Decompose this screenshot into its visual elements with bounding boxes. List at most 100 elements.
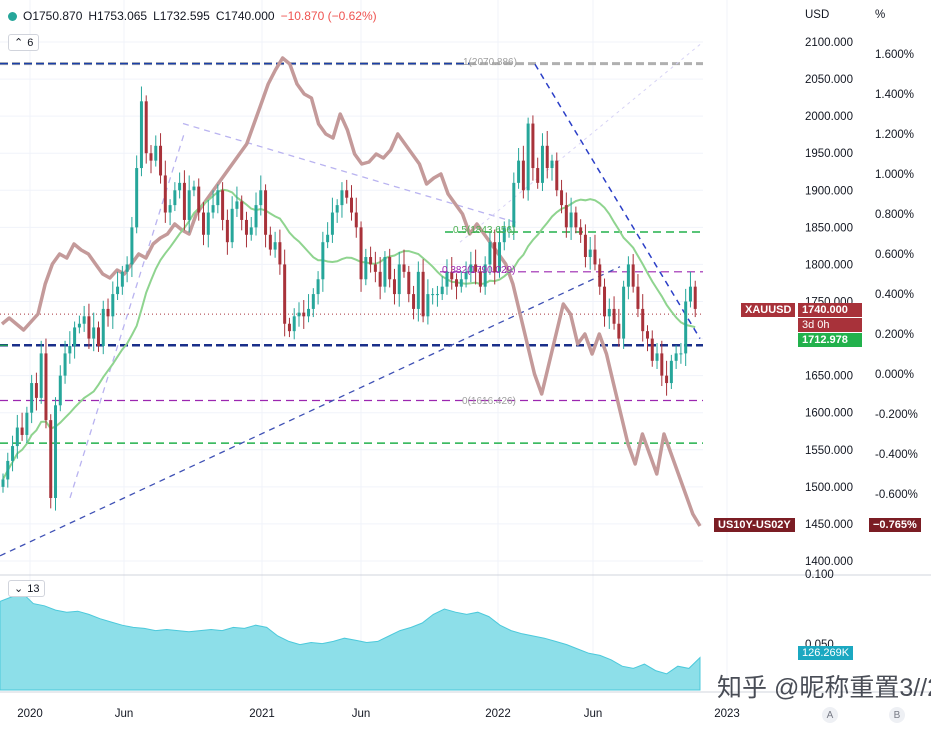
candle-body <box>259 190 263 206</box>
status-dot-icon <box>8 11 17 21</box>
candle-body <box>416 271 420 309</box>
candle-body <box>364 257 368 280</box>
candle-body <box>206 212 210 235</box>
candle-body <box>631 264 635 287</box>
candle-body <box>665 375 669 384</box>
candle-body <box>292 316 296 332</box>
candle-body <box>483 264 487 287</box>
watermark: 知乎 @昵称重置3//2 <box>717 674 931 702</box>
moving-average <box>2 188 696 480</box>
candle-body <box>688 286 692 302</box>
spread-line <box>0 56 702 527</box>
candle-body <box>1 479 5 487</box>
candle-body <box>359 227 363 280</box>
fib-label-1: 1(2070.886) <box>463 57 517 68</box>
price-tick-label: 1450.000 <box>805 519 853 531</box>
percent-tick-label: 0.000% <box>875 369 914 381</box>
candle-body <box>474 264 478 272</box>
candle-body <box>469 264 473 272</box>
price-tick-label: 1850.000 <box>805 222 853 234</box>
candle-body <box>307 308 311 317</box>
candle-body <box>550 160 554 169</box>
xauusd-price-tag: 1740.000 <box>798 303 862 317</box>
candle-body <box>588 249 592 258</box>
candle-body <box>545 145 549 169</box>
volume-indicators-button[interactable]: ⌄ 13 <box>8 580 46 597</box>
price-tick-label: 1400.000 <box>805 556 853 568</box>
candle-body <box>20 427 24 435</box>
close-value: C1740.000 <box>215 9 275 23</box>
candle-body <box>225 219 229 243</box>
candle-body <box>612 308 616 324</box>
candle-body <box>230 208 234 243</box>
candle-body <box>450 271 454 280</box>
candle-body <box>655 353 659 361</box>
candle-body <box>101 308 105 346</box>
price-tick-label: 1800.000 <box>805 259 853 271</box>
candle-body <box>63 353 67 376</box>
ma-path <box>2 188 696 480</box>
candle-body <box>340 190 344 206</box>
candle-body <box>636 286 640 309</box>
scale-mode-button[interactable]: B <box>889 707 905 723</box>
candle-body <box>54 405 58 498</box>
candle-body <box>116 286 120 295</box>
candle-body <box>426 294 430 317</box>
candle-body <box>354 212 358 228</box>
main-indicators-button[interactable]: ⌃ 6 <box>8 34 40 51</box>
candle-body <box>660 353 664 376</box>
candle-body <box>326 234 330 243</box>
candle-body <box>684 301 688 354</box>
fib-levels <box>0 41 704 557</box>
currency-label[interactable]: USD <box>805 9 830 21</box>
percent-tick-label: 0.400% <box>875 289 914 301</box>
candle-body <box>92 327 96 339</box>
candle-body <box>431 294 435 296</box>
candle-body <box>493 242 497 272</box>
price-tick-label: 1900.000 <box>805 185 853 197</box>
candle-body <box>130 227 134 265</box>
candle-body <box>641 308 645 332</box>
candle-body <box>507 227 511 229</box>
percent-tick-label: 1.000% <box>875 169 914 181</box>
candle-body <box>144 101 148 154</box>
candle-body <box>182 182 186 220</box>
auto-scale-button[interactable]: A <box>822 707 838 723</box>
percent-label[interactable]: % <box>875 9 886 21</box>
candle-body <box>120 271 124 287</box>
candle-body <box>679 353 683 355</box>
candle-body <box>244 219 248 235</box>
candle-body <box>273 242 277 250</box>
candle-body <box>87 316 91 339</box>
candle-body <box>96 327 100 346</box>
xauusd-name-tag: XAUUSD <box>741 303 796 317</box>
candle-body <box>249 227 253 235</box>
volume-tick-label: 0.100 <box>805 569 834 581</box>
candle-body <box>330 212 334 235</box>
candle-body <box>192 186 196 191</box>
percent-tick-label: 1.600% <box>875 49 914 61</box>
candle-body <box>526 123 530 191</box>
candle-body <box>383 257 387 287</box>
candle-body <box>574 212 578 228</box>
x-tick-label: 2022 <box>485 708 511 720</box>
candle-body <box>216 190 220 206</box>
candle-body <box>369 257 373 265</box>
trend-line <box>0 266 621 557</box>
candle-body <box>464 271 468 280</box>
candle-body <box>302 312 306 317</box>
candle-body <box>388 257 392 280</box>
trend-line <box>69 130 186 499</box>
candle-body <box>168 205 172 213</box>
price-tick-label: 1650.000 <box>805 371 853 383</box>
percent-tick-label: 1.200% <box>875 129 914 141</box>
candle-body <box>125 264 129 272</box>
change-value: −10.870 (−0.62%) <box>280 9 377 23</box>
percent-tick-label: 0.600% <box>875 249 914 261</box>
candle-body <box>58 375 62 406</box>
price-tick-label: 1950.000 <box>805 148 853 160</box>
fib-label-0382: 0.382(1790.029) <box>442 265 516 276</box>
percent-tick-label: -0.200% <box>875 409 918 421</box>
candle-body <box>197 186 201 213</box>
